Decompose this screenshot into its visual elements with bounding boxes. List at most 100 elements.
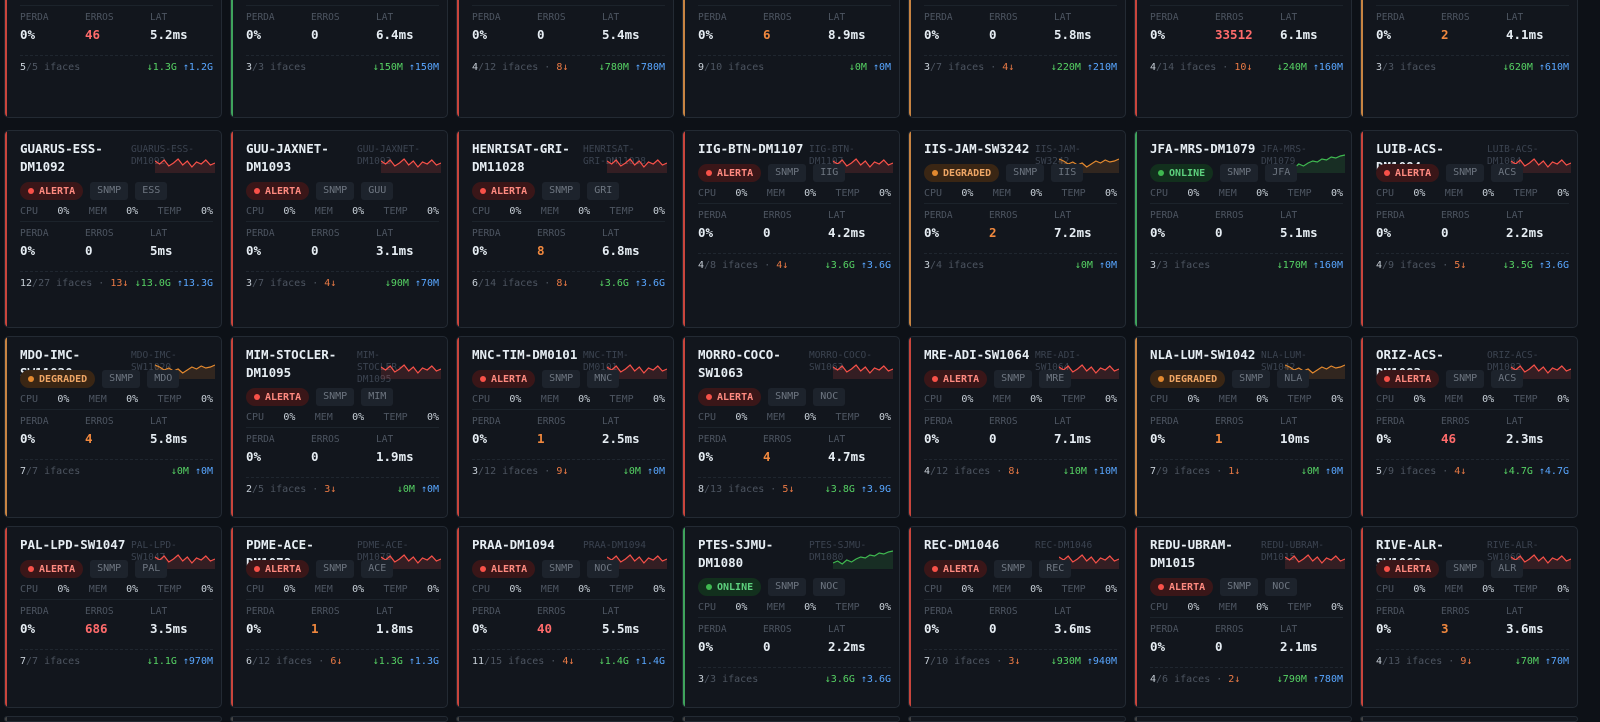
errors-label: ERROS	[537, 12, 566, 23]
resource-row: CPU 0% MEM 0% TEMP 0%	[698, 602, 891, 618]
latency-value: 2.3ms	[1506, 431, 1544, 446]
errors-label: ERROS	[1215, 624, 1244, 635]
mem-label: MEM	[766, 188, 785, 199]
status-dot-icon	[480, 188, 486, 194]
latency-metric: LAT 1.9ms	[376, 433, 414, 467]
device-card[interactable]: ORIZ-ACS-DM1082ORIZ-ACS-DM1082ALERTASNMP…	[1360, 336, 1578, 518]
latency-value: 8.9ms	[828, 27, 866, 42]
interfaces-up: 4	[472, 62, 479, 73]
device-card[interactable]: CPU 0% MEM 0% TEMP 0% PERDA 0% ERROS 33512 LAT 6.1m…	[1134, 0, 1352, 118]
mem-value: 0%	[804, 412, 817, 423]
latency-label: LAT	[150, 606, 168, 617]
device-card-partial[interactable]	[682, 716, 900, 722]
mem-label: MEM	[315, 0, 333, 1]
device-card[interactable]: NLA-LUM-SW1042 NLA-LUM-SW1042 DEGRADED SNMP…	[1134, 336, 1352, 518]
device-card[interactable]: PTES-SJMU-DM1080 PTES-SJMU-DM1080 ONLINE SN…	[682, 526, 900, 708]
errors-label: ERROS	[311, 606, 340, 617]
device-card[interactable]: IIS-JAM-SW3242 IIS-JAM-SW3242 DEGRADED SNMP…	[908, 130, 1126, 328]
device-card[interactable]: HENRISAT-GRI-DM11028 HENRISAT-GRI-DM11028…	[456, 130, 674, 328]
interfaces-footer: 9/10 ifaces ↓0M ↑0M	[698, 55, 891, 73]
tag-chip: MDO	[147, 370, 180, 388]
interfaces-count: 12/27 ifaces · 13↓	[20, 278, 128, 289]
packet-loss-metric: PERDA 0%	[472, 227, 501, 261]
device-card[interactable]: REC-DM1046 REC-DM1046 ALERTA SNMP REC CPU 0% ME…	[908, 526, 1126, 708]
device-card[interactable]: PDME-ACE-DM1078PDME-ACE-DM1078ALERTASNMP…	[230, 526, 448, 708]
status-label: ALERTA	[1395, 167, 1432, 179]
mem-label: MEM	[88, 394, 107, 405]
device-card-partial[interactable]	[908, 716, 1126, 722]
errors-value: 0	[989, 431, 997, 446]
device-card[interactable]: IIG-BTN-DM1107 IIG-BTN-DM1107 ALERTA SNMP II…	[682, 130, 900, 328]
device-card[interactable]: MDO-IMC-SW11020MDO-IMC-SW11020DEGRADEDSN…	[4, 336, 222, 518]
interfaces-total: /27 ifaces	[32, 278, 93, 289]
device-card[interactable]: GUARUS-ESS-DM1092 GUARUS-ESS-DM1092 ALERTA…	[4, 130, 222, 328]
tag-row: DEGRADED SNMP IIS	[924, 164, 1084, 182]
cpu-value: 0%	[57, 394, 70, 405]
device-card[interactable]: CPU 0% MEM 0% TEMP 0% PERDA 0% ERROS 6 LAT 8.9ms 9/1…	[682, 0, 900, 118]
device-card-partial[interactable]	[230, 716, 448, 722]
status-badge: DEGRADED	[20, 370, 96, 388]
device-card-partial[interactable]	[1134, 716, 1352, 722]
packet-loss-value: 0%	[246, 449, 262, 464]
interfaces-total: /3 ifaces	[1382, 62, 1437, 73]
interfaces-footer: 8/13 ifaces · 5↓ ↓3.8G ↑3.9G	[698, 477, 891, 495]
cpu-label: CPU	[924, 584, 943, 595]
device-card-partial[interactable]	[1360, 716, 1578, 722]
device-card[interactable]: CPU 0% MEM 0% TEMP 0% PERDA 0% ERROS 46 LAT 5.2ms 5/…	[4, 0, 222, 118]
device-card[interactable]: MORRO-COCO-SW1063 MORRO-COCO-SW1063 ALERTA…	[682, 336, 900, 518]
status-label: ALERTA	[39, 563, 76, 575]
device-card[interactable]: GUU-JAXNET-DM1093 GUU-JAXNET-DM1093 ALERTA…	[230, 130, 448, 328]
device-card[interactable]: JFA-MRS-DM1079 JFA-MRS-DM1079 ONLINE SNMP JF…	[1134, 130, 1352, 328]
status-dot-icon	[480, 566, 486, 572]
tag-chip: ESS	[135, 182, 168, 200]
device-card[interactable]: MNC-TIM-DM0101 MNC-TIM-DM0101 ALERTA SNMP MN…	[456, 336, 674, 518]
device-card[interactable]: REDU-UBRAM-DM1015 REDU-UBRAM-DM1015 ALERTA…	[1134, 526, 1352, 708]
device-name: PAL-LPD-SW1047	[20, 537, 126, 552]
device-card[interactable]: MRE-ADI-SW1064 MRE-ADI-SW1064 ALERTA SNMP MR…	[908, 336, 1126, 518]
device-card[interactable]: ALERTASNMPNOCCPU0%MEM0%TEMP0%PERDA0%ERRO…	[456, 0, 674, 118]
interfaces-up: 3	[472, 466, 479, 477]
device-card[interactable]: RIVE-ALR-SW1060RIVE-ALR-SW1060ALERTASNMP…	[1360, 526, 1578, 708]
packet-loss-label: PERDA	[924, 416, 953, 427]
device-name: GUARUS-ESS-DM1092	[20, 141, 103, 174]
status-dot-icon	[1158, 170, 1164, 176]
device-card[interactable]: PAL-LPD-SW1047 PAL-LPD-SW1047 ALERTA SNMP PA…	[4, 526, 222, 708]
status-label: ALERTA	[717, 391, 754, 403]
tx-rate: ↑940M	[1086, 656, 1117, 667]
temp-value: 0%	[1104, 584, 1117, 595]
device-card[interactable]: MIM-STOCLER-DM1095 MIM-STOCLER-DM1095 ALER…	[230, 336, 448, 518]
interfaces-up: 7	[20, 656, 27, 667]
errors-value: 0	[989, 621, 997, 636]
packet-loss-metric: PERDA 0%	[20, 415, 49, 449]
status-dot-icon	[254, 394, 260, 400]
device-card[interactable]: ONLINESNMPNOCCPU0%MEM0%TEMP0%PERDA0%ERRO…	[230, 0, 448, 118]
errors-metric: ERROS 0	[311, 433, 340, 467]
device-card[interactable]: LUIB-ACS-DM1084LUIB-ACS-DM1084ALERTASNMP…	[1360, 130, 1578, 328]
device-card-partial[interactable]	[456, 716, 674, 722]
interfaces-count: 3/4 ifaces	[924, 260, 984, 271]
rx-rate: ↓1.3G	[372, 656, 403, 667]
resource-row: CPU 0% MEM 0% TEMP 0%	[1376, 584, 1569, 600]
device-card[interactable]: PRAA-DM1094 PRAA-DM1094 ALERTA SNMP NOC CPU 0%…	[456, 526, 674, 708]
separator-dot: ·	[1210, 674, 1229, 685]
errors-value: 4	[85, 431, 93, 446]
device-card[interactable]: DEGRADEDSNMPITOCPU0%MEM0%TEMP0%PERDA0%ER…	[1360, 0, 1578, 118]
tag-chip: JFA	[1265, 164, 1298, 182]
status-label: DEGRADED	[1169, 373, 1218, 385]
interfaces-count: 3/3 ifaces	[1150, 260, 1210, 271]
errors-metric: ERROS 0	[537, 11, 566, 45]
packet-loss-label: PERDA	[20, 416, 49, 427]
device-id-watermark: RIVE-ALR-SW1060	[1487, 540, 1539, 563]
errors-value: 1	[1215, 431, 1223, 446]
interfaces-down: 4↓	[1002, 62, 1015, 73]
interfaces-total: /10 ifaces	[930, 656, 991, 667]
device-card-partial[interactable]	[4, 716, 222, 722]
device-id-watermark: IIS-JAM-SW3242	[1035, 144, 1081, 167]
status-label: ONLINE	[1169, 167, 1206, 179]
latency-value: 5.4ms	[602, 27, 640, 42]
device-id-watermark: ORIZ-ACS-DM1082	[1487, 350, 1539, 373]
temp-value: 0%	[652, 394, 665, 405]
device-card[interactable]: CPU 0% MEM 0% TEMP 0% PERDA 0% ERROS 0 LAT 5.8ms 3/7…	[908, 0, 1126, 118]
errors-label: ERROS	[763, 12, 792, 23]
packet-loss-metric: PERDA 0%	[698, 623, 727, 657]
